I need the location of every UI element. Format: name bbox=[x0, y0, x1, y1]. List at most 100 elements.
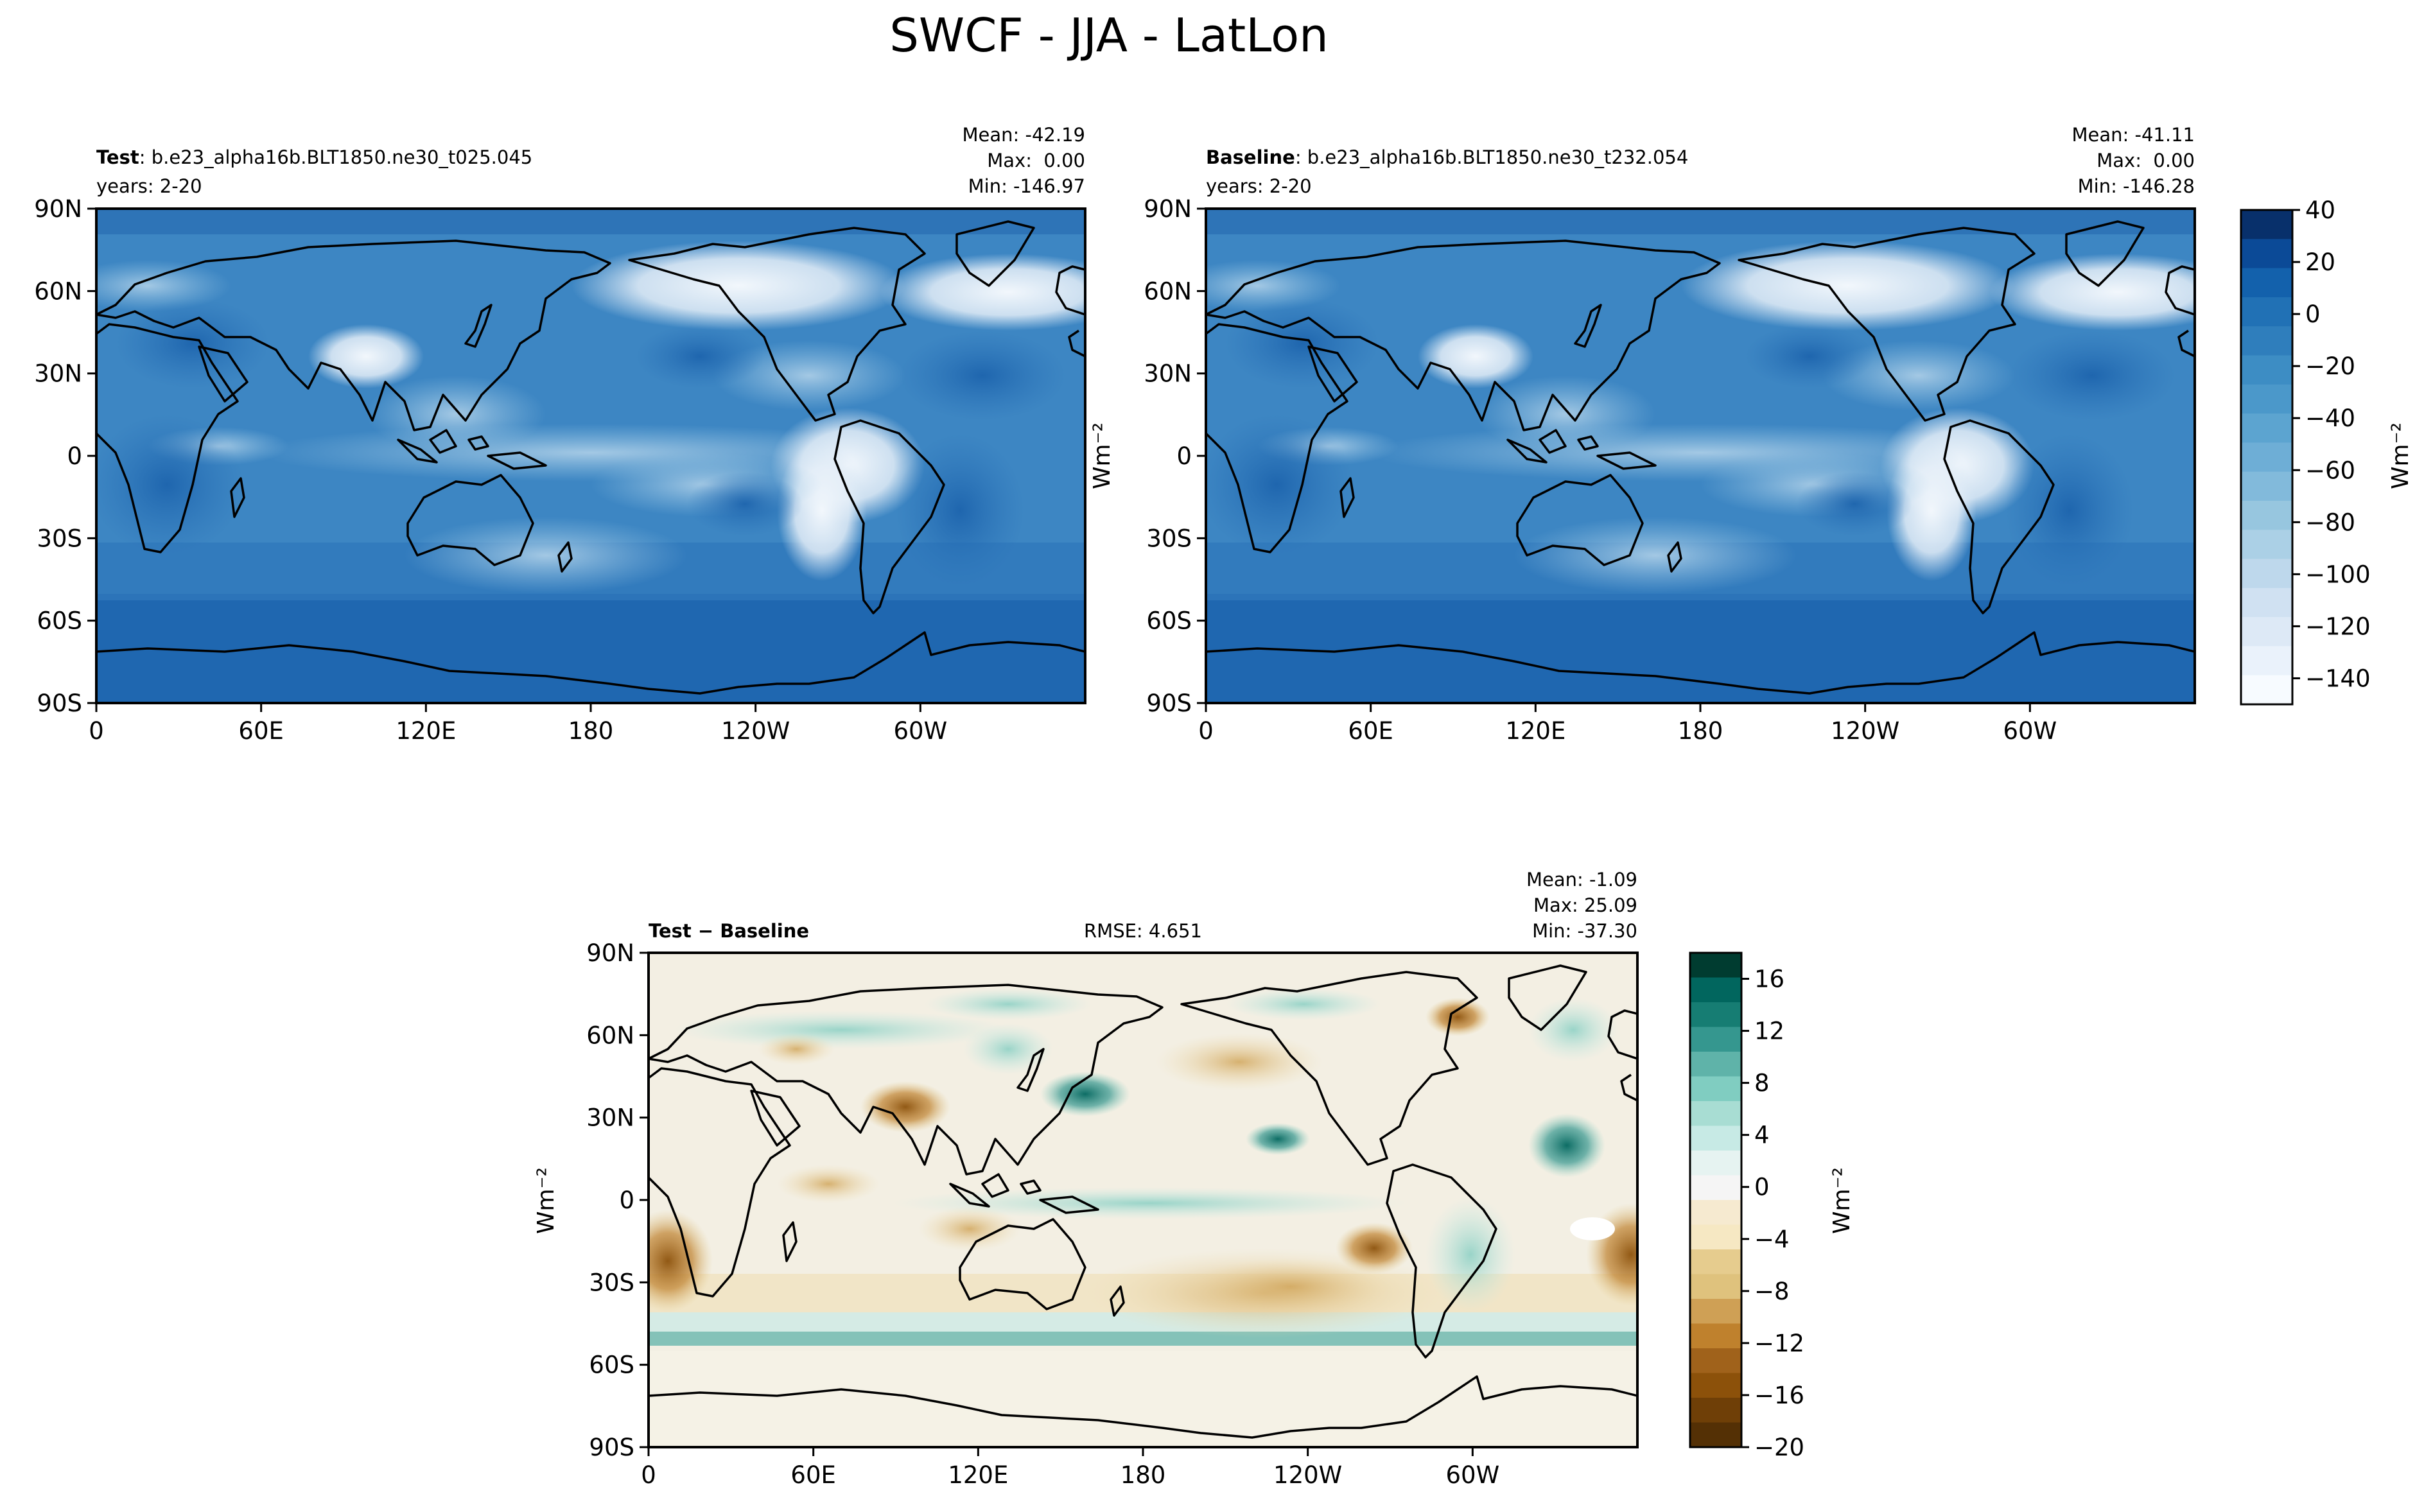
colorbar-segment bbox=[1690, 1002, 1741, 1028]
colorbar-segment bbox=[1690, 1249, 1741, 1275]
x-tick-label: 120W bbox=[721, 717, 790, 745]
colorbar-tick-label: 16 bbox=[1754, 966, 1784, 993]
y-tick-label: 90N bbox=[34, 195, 82, 223]
stat-mean: Mean: -41.11 bbox=[2072, 124, 2195, 146]
colorbar-frame bbox=[1689, 952, 1743, 1448]
y-tick-label: 30N bbox=[586, 1104, 634, 1132]
x-tick-label: 180 bbox=[1121, 1461, 1166, 1489]
stat-mean: Mean: -1.09 bbox=[1526, 869, 1637, 891]
stat-max: Max: 25.09 bbox=[1533, 894, 1637, 916]
colorbar-frame bbox=[2240, 209, 2294, 706]
colorbar-segment bbox=[1690, 1101, 1741, 1127]
x-tick-label: 0 bbox=[89, 717, 104, 745]
colorbar-tick-label: 0 bbox=[2305, 300, 2321, 328]
panel-label: Test − Baseline bbox=[649, 920, 809, 942]
y-tick-label: 90N bbox=[1144, 195, 1192, 223]
colorbar-tick-label: 8 bbox=[1754, 1070, 1770, 1097]
panel-difference bbox=[647, 952, 1639, 1448]
colorbar-main: 40 20 0 −20 −40 −60 −80 −100 −120 −140 bbox=[2240, 196, 2371, 706]
colorbar-tick-label: −80 bbox=[2305, 508, 2355, 536]
axis-ticks: 0 60E 120E 180 120W 60W 90N 60N 30N 0 30S 60S 90S bbox=[586, 939, 1499, 1489]
colorbar-label: Wm⁻² bbox=[2387, 422, 2414, 489]
colorbar-segment bbox=[1690, 953, 1741, 978]
colorbar-segment bbox=[2241, 559, 2292, 589]
colorbar-segment bbox=[2241, 326, 2292, 356]
colorbar-segment bbox=[2241, 500, 2292, 530]
stat-min: Min: -37.30 bbox=[1532, 920, 1637, 942]
colorbar-segment bbox=[2241, 471, 2292, 501]
figure-title: SWCF - JJA - LatLon bbox=[889, 8, 1329, 62]
y-tick-label: 30S bbox=[589, 1269, 634, 1296]
x-tick-label: 120E bbox=[1505, 717, 1565, 745]
colorbar-segment bbox=[2241, 530, 2292, 560]
colorbar-segment bbox=[1690, 1125, 1741, 1151]
x-tick-label: 60E bbox=[1348, 717, 1393, 745]
label-run: : b.e23_alpha16b.BLT1850.ne30_t025.045 bbox=[139, 146, 532, 168]
axis-ticks: 0 60E 120E 180 120W 60W 90N 60N 30N 0 30S 60S 90S bbox=[34, 195, 947, 745]
y-tick-label: 30S bbox=[37, 525, 82, 552]
y-tick-label: 60N bbox=[1144, 277, 1192, 305]
colorbar-tick-label: −12 bbox=[1754, 1330, 1804, 1357]
y-tick-label: 90S bbox=[37, 690, 82, 717]
y-tick-label: 60S bbox=[1146, 607, 1192, 635]
colorbar-segment bbox=[1690, 1027, 1741, 1052]
colorbar-segment bbox=[2241, 442, 2292, 473]
y-tick-label: 90S bbox=[589, 1434, 634, 1461]
y-tick-label: 30N bbox=[1144, 360, 1192, 388]
stat-max: Max: 0.00 bbox=[987, 150, 1085, 171]
label-bold: Baseline bbox=[1206, 146, 1295, 168]
panel-test bbox=[95, 207, 1086, 704]
colorbar-tick-label: −20 bbox=[2305, 352, 2355, 380]
colorbar-segment bbox=[2241, 617, 2292, 647]
y-tick-label: 90N bbox=[586, 939, 634, 967]
colorbar-segment bbox=[1690, 1076, 1741, 1102]
stat-mean: Mean: -42.19 bbox=[963, 124, 1086, 146]
colorbar-tick-label: −16 bbox=[1754, 1382, 1804, 1409]
x-tick-label: 60E bbox=[790, 1461, 835, 1489]
colorbar-tick-label: 20 bbox=[2305, 248, 2335, 276]
colorbar-tick-label: −4 bbox=[1754, 1226, 1790, 1253]
y-tick-label: 60N bbox=[34, 277, 82, 305]
panel-years: years: 2-20 bbox=[96, 175, 202, 197]
colorbar-segment bbox=[1690, 1422, 1741, 1448]
colorbar-tick-label: −100 bbox=[2305, 560, 2371, 588]
colorbar-segment bbox=[1690, 1224, 1741, 1250]
colorbar-tick-label: −40 bbox=[2305, 404, 2355, 432]
colorbar-segment bbox=[1690, 1175, 1741, 1201]
rmse-label: RMSE: 4.651 bbox=[1084, 920, 1202, 942]
colorbar-tick-label: 0 bbox=[1754, 1174, 1770, 1201]
colorbar-segment bbox=[1690, 977, 1741, 1003]
colorbar-segment bbox=[1690, 1299, 1741, 1325]
y-tick-label: 90S bbox=[1146, 690, 1192, 717]
colorbar-label: Wm⁻² bbox=[1829, 1167, 1855, 1234]
panel-baseline bbox=[1205, 207, 2196, 704]
label-bold: Test bbox=[96, 146, 139, 168]
x-tick-label: 60E bbox=[238, 717, 283, 745]
colorbar-segment bbox=[2241, 675, 2292, 705]
panel-years: years: 2-20 bbox=[1206, 175, 1312, 197]
colorbar-segment bbox=[1690, 1200, 1741, 1226]
colorbar-segment bbox=[2241, 587, 2292, 618]
panel-label: Baseline: b.e23_alpha16b.BLT1850.ne30_t2… bbox=[1206, 146, 1688, 168]
colorbar-tick-label: 4 bbox=[1754, 1122, 1770, 1149]
colorbar-segment bbox=[2241, 210, 2292, 239]
y-tick-label: 0 bbox=[67, 442, 82, 470]
x-tick-label: 120E bbox=[396, 717, 456, 745]
colorbar-tick-label: −120 bbox=[2305, 613, 2371, 640]
colorbar-segment bbox=[2241, 413, 2292, 443]
x-tick-label: 180 bbox=[568, 717, 614, 745]
colorbar-segment bbox=[1690, 1373, 1741, 1398]
y-tick-label: 60N bbox=[586, 1021, 634, 1049]
stat-min: Min: -146.97 bbox=[968, 175, 1085, 197]
colorbar-tick-label: −140 bbox=[2305, 665, 2371, 692]
colorbar-diff: 16 12 8 4 0 −4 −8 −12 −16 −20 bbox=[1689, 952, 1804, 1461]
x-tick-label: 120E bbox=[948, 1461, 1008, 1489]
x-tick-label: 0 bbox=[641, 1461, 656, 1489]
colorbar-segment bbox=[1690, 1398, 1741, 1423]
stat-max: Max: 0.00 bbox=[2097, 150, 2195, 171]
axis-ticks: 0 60E 120E 180 120W 60W 90N 60N 30N 0 30S 60S 90S bbox=[1144, 195, 2057, 745]
colorbar-segment bbox=[1690, 1052, 1741, 1077]
x-tick-label: 60W bbox=[2003, 717, 2057, 745]
colorbar-tick-label: −20 bbox=[1754, 1434, 1804, 1461]
colorbar-segment bbox=[2241, 297, 2292, 327]
